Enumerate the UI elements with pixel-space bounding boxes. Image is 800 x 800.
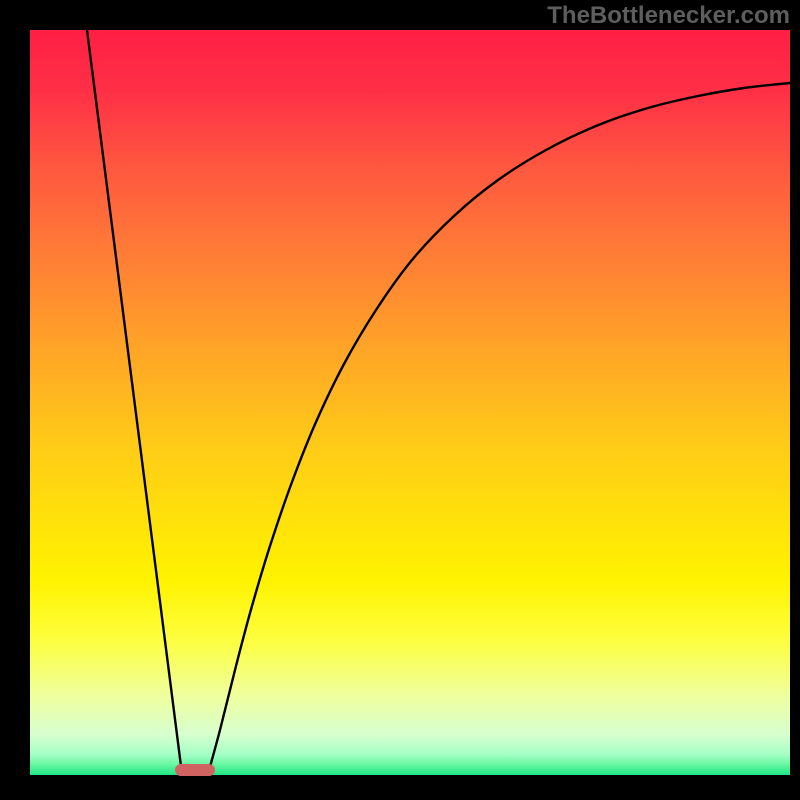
right-curve <box>208 83 790 774</box>
plot-area <box>30 30 790 775</box>
left-line <box>87 30 182 774</box>
optimum-marker <box>175 764 215 776</box>
chart-container: TheBottlenecker.com <box>0 0 800 800</box>
bottleneck-curve <box>30 30 790 775</box>
watermark-text: TheBottlenecker.com <box>547 2 790 30</box>
